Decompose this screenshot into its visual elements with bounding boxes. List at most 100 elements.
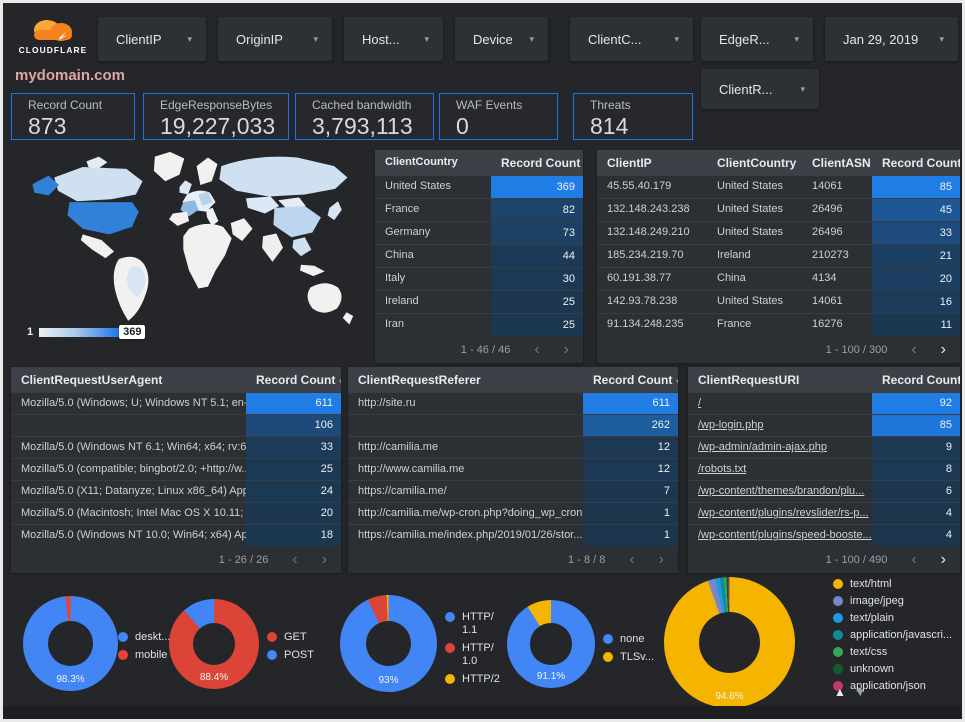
column-header[interactable]: ClientRequestUserAgent — [21, 372, 163, 387]
legend-item[interactable]: deskt... — [118, 631, 170, 644]
legend-item[interactable]: none — [603, 633, 654, 646]
next-page-icon[interactable]: › — [940, 550, 946, 568]
table-row[interactable]: /wp-content/themes/brandon/plu... 6 — [688, 480, 960, 502]
scorecard-label: EdgeResponseBytes — [160, 98, 273, 112]
table-row[interactable]: Mozilla/5.0 (Windows NT 6.1; Win64; x64;… — [11, 436, 341, 458]
map-usa — [67, 202, 139, 235]
table-row[interactable]: Mozilla/5.0 (Windows; U; Windows NT 5.1;… — [11, 392, 341, 414]
legend-item[interactable]: application/javascri... — [833, 629, 952, 642]
table-row[interactable]: Iran 25 — [375, 313, 583, 336]
uri-link: /wp-content/plugins/revslider/rs-p... — [698, 507, 869, 519]
column-header[interactable]: ClientCountry — [385, 156, 458, 168]
column-header[interactable]: ClientCountry — [717, 155, 797, 170]
legend-item[interactable]: GET — [267, 631, 314, 644]
legend-item[interactable]: text/html — [833, 578, 952, 591]
legend-item[interactable]: image/jpeg — [833, 595, 952, 608]
legend-item[interactable]: text/plain — [833, 612, 952, 625]
table-row[interactable]: 45.55.40.179 United States 14061 85 — [597, 175, 960, 198]
legend-scroll-down-icon[interactable]: ▼ — [854, 685, 867, 699]
table-row[interactable]: 132.148.249.210 United States 26496 33 — [597, 221, 960, 244]
filter-clientcountry[interactable]: ClientC... ▾ — [570, 17, 693, 61]
table-row[interactable]: France 82 — [375, 198, 583, 221]
filter-originip[interactable]: OriginIP ▾ — [218, 17, 332, 61]
prev-page-icon[interactable]: ‹ — [292, 550, 298, 568]
next-page-icon[interactable]: › — [940, 340, 946, 358]
legend-item[interactable]: application/json — [833, 680, 952, 693]
uri-link: /wp-content/themes/brandon/plu... — [698, 485, 865, 497]
column-header-sorted[interactable]: Record Count– — [882, 155, 960, 170]
table-row[interactable]: http://camilia.me/wp-cron.php?doing_wp_c… — [348, 502, 678, 524]
next-page-icon[interactable]: › — [563, 340, 569, 358]
legend-item[interactable]: HTTP/ 1.0 — [445, 642, 503, 668]
table-row[interactable]: United States 369 — [375, 175, 583, 198]
table-row[interactable]: Mozilla/5.0 (Macintosh; Intel Mac OS X 1… — [11, 502, 341, 524]
legend-item[interactable]: text/css — [833, 646, 952, 659]
scorecard-label: Threats — [590, 98, 631, 112]
table-row[interactable]: /robots.txt 8 — [688, 458, 960, 480]
device-type-donut[interactable]: 98.3% — [23, 596, 118, 691]
table-row[interactable]: 185.234.219.70 Ireland 210273 21 — [597, 244, 960, 267]
filter-device[interactable]: Device ▾ — [455, 17, 548, 61]
column-header-sorted[interactable]: Record Count▾ — [583, 373, 678, 387]
table-row[interactable]: 60.191.38.77 China 4134 20 — [597, 267, 960, 290]
chevron-down-icon: ▾ — [794, 33, 799, 44]
prev-page-icon[interactable]: ‹ — [911, 550, 917, 568]
legend-gradient — [39, 327, 122, 337]
table-row[interactable]: http://www.camilia.me 12 — [348, 458, 678, 480]
column-header[interactable]: ClientRequestReferer — [358, 372, 481, 387]
table-row[interactable]: China 44 — [375, 244, 583, 267]
table-row[interactable]: 106 — [11, 414, 341, 436]
table-row[interactable]: Mozilla/5.0 (X11; Datanyze; Linux x86_64… — [11, 480, 341, 502]
prev-page-icon[interactable]: ‹ — [911, 340, 917, 358]
prev-page-icon[interactable]: ‹ — [629, 550, 635, 568]
table-row[interactable]: http://site.ru 611 — [348, 392, 678, 414]
table-row[interactable]: 262 — [348, 414, 678, 436]
table-row[interactable]: 91.134.248.235 France 16276 11 — [597, 313, 960, 336]
tls-version-donut[interactable]: 91.1% — [507, 600, 595, 688]
table-row[interactable]: https://camilia.me/index.php/2019/01/26/… — [348, 524, 678, 546]
table-row[interactable]: https://camilia.me/7 — [348, 480, 678, 502]
table-row[interactable]: 132.148.243.238 United States 26496 45 — [597, 198, 960, 221]
referer-table: ClientRequestReferer Record Count▾ http:… — [348, 367, 678, 573]
legend-item[interactable]: unknown — [833, 663, 952, 676]
table-row[interactable]: /92 — [688, 392, 960, 414]
column-header-sorted[interactable]: Record Count▾ — [246, 373, 341, 387]
table-row[interactable]: Ireland 25 — [375, 290, 583, 313]
legend-item[interactable]: HTTP/2 — [445, 673, 503, 686]
table-row[interactable]: Italy 30 — [375, 267, 583, 290]
table-row[interactable]: /wp-admin/admin-ajax.php 9 — [688, 436, 960, 458]
table-row[interactable]: /wp-content/plugins/speed-booste... 4 — [688, 524, 960, 546]
filter-clientip[interactable]: ClientIP ▾ — [98, 17, 206, 61]
svg-text:CLOUDFLARE: CLOUDFLARE — [19, 45, 88, 55]
filter-edgeresponse[interactable]: EdgeR... ▾ — [701, 17, 813, 61]
date-range-picker[interactable]: Jan 29, 2019 ▾ — [825, 17, 958, 61]
table-row[interactable]: /wp-login.php 85 — [688, 414, 960, 436]
scorecard-label: WAF Events — [456, 98, 523, 112]
table-row[interactable]: Mozilla/5.0 (Windows NT 10.0; Win64; x64… — [11, 524, 341, 546]
legend-scroll-arrows: ▲ ▼ — [834, 685, 866, 699]
http-method-donut[interactable]: 88.4% — [169, 599, 259, 689]
legend-scroll-up-icon[interactable]: ▲ — [834, 685, 846, 699]
world-map[interactable] — [11, 149, 367, 335]
table-row[interactable]: /wp-content/plugins/revslider/rs-p... 4 — [688, 502, 960, 524]
filter-host[interactable]: Host... ▾ — [344, 17, 443, 61]
table-row[interactable]: 142.93.78.238 United States 14061 16 — [597, 290, 960, 313]
prev-page-icon[interactable]: ‹ — [534, 340, 540, 358]
next-page-icon[interactable]: › — [321, 550, 327, 568]
content-type-donut[interactable]: 94.6% — [664, 577, 795, 708]
column-header[interactable]: ClientIP — [607, 155, 652, 170]
table-row[interactable]: Mozilla/5.0 (compatible; bingbot/2.0; +h… — [11, 458, 341, 480]
table-row[interactable]: Germany 73 — [375, 221, 583, 244]
legend-item[interactable]: TLSv... — [603, 651, 654, 664]
column-header-sorted[interactable]: Record Count– — [882, 372, 960, 387]
legend-item[interactable]: POST — [267, 649, 314, 662]
column-header-sorted[interactable]: Record Count▾ — [501, 155, 581, 170]
next-page-icon[interactable]: › — [658, 550, 664, 568]
filter-clientrequest[interactable]: ClientR... ▾ — [701, 69, 819, 109]
legend-item[interactable]: HTTP/ 1.1 — [445, 611, 503, 637]
column-header[interactable]: ClientRequestURI — [698, 372, 800, 387]
legend-item[interactable]: mobile — [118, 649, 170, 662]
column-header[interactable]: ClientASN — [812, 155, 871, 170]
http-protocol-donut[interactable]: 93% — [340, 595, 437, 692]
table-row[interactable]: http://camilia.me 12 — [348, 436, 678, 458]
